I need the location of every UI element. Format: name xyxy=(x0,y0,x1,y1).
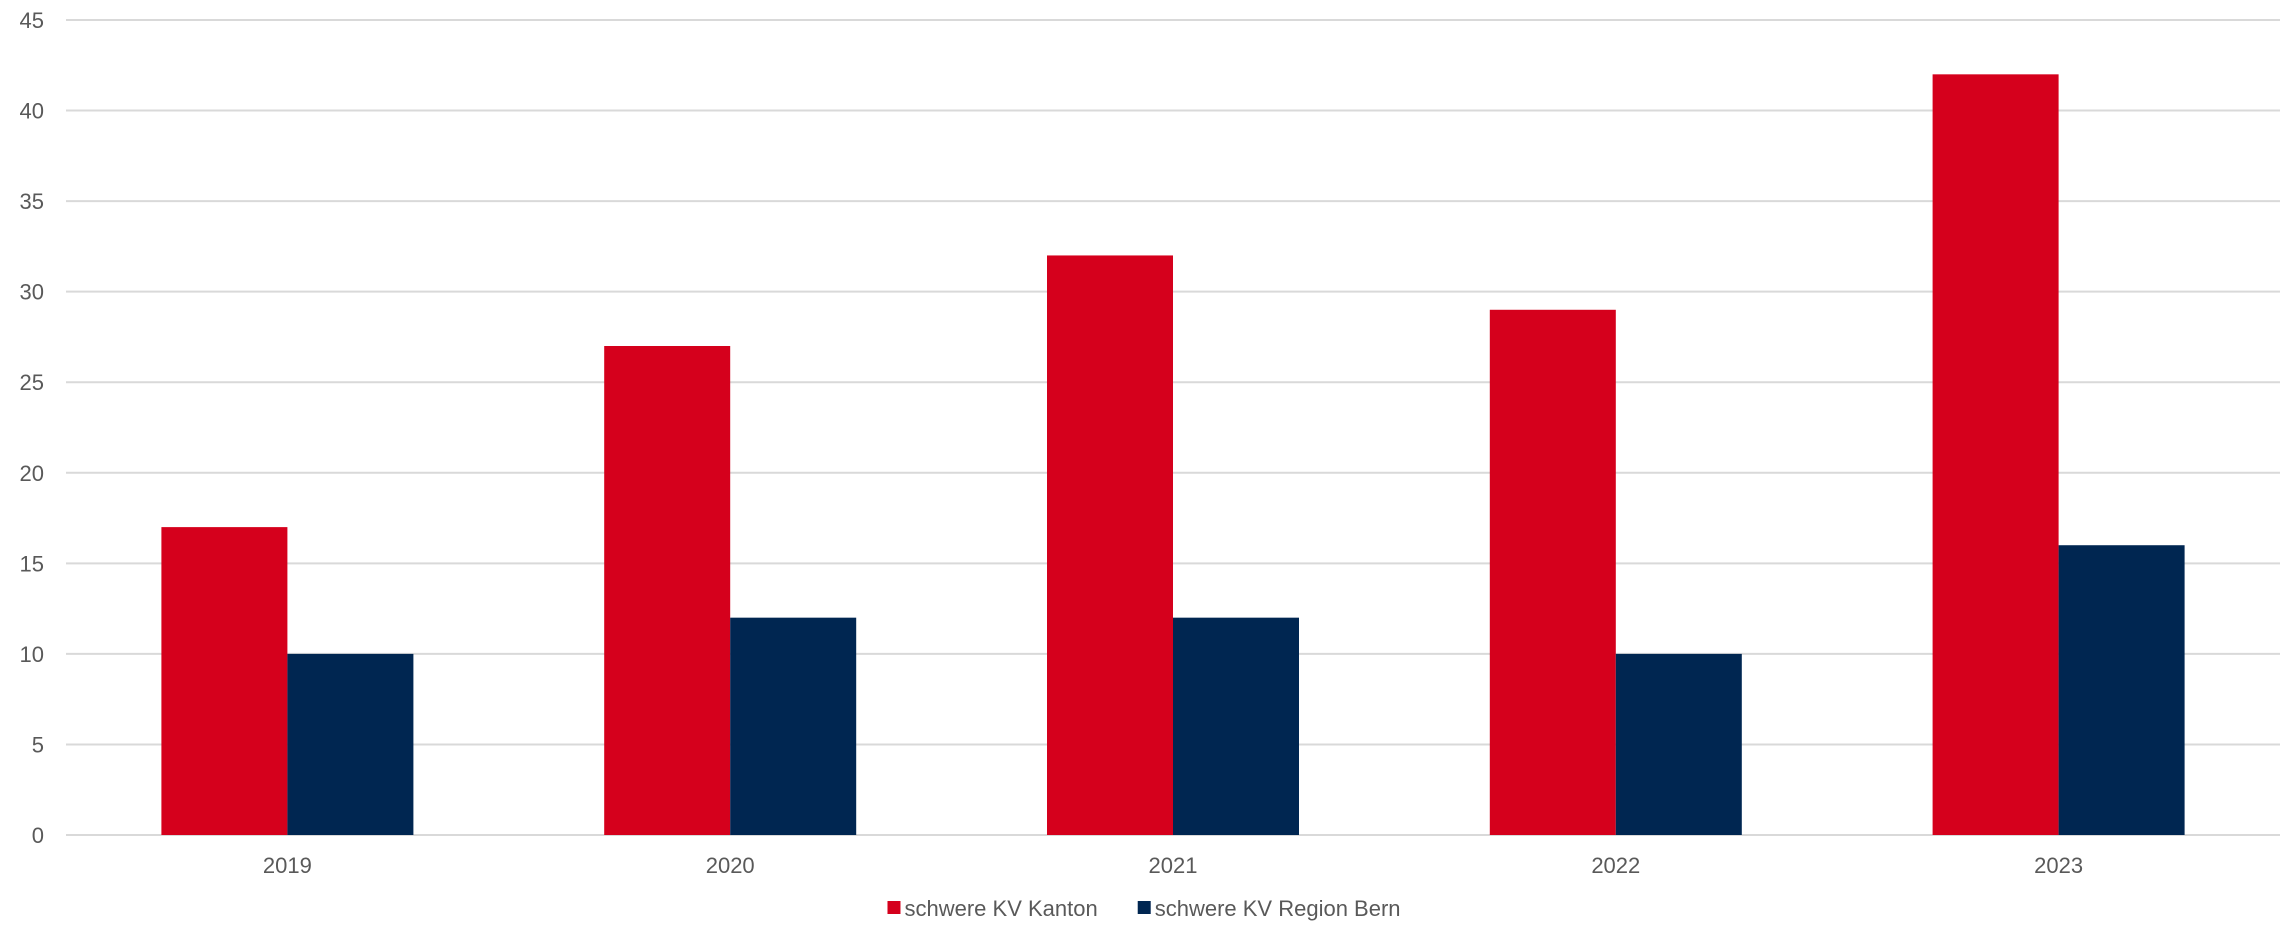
y-tick-label: 0 xyxy=(32,823,44,848)
x-tick-label: 2022 xyxy=(1591,853,1640,878)
legend-label: schwere KV Kanton xyxy=(904,896,1097,921)
legend-entry: schwere KV Kanton xyxy=(887,896,1098,921)
bar-schwere-kv-region-bern-2022 xyxy=(1615,653,1742,835)
bar-schwere-kv-region-bern-2021 xyxy=(1173,617,1299,835)
bar-schwere-kv-kanton-2023 xyxy=(1932,74,2059,836)
y-tick-label: 35 xyxy=(20,189,44,214)
legend: schwere KV Kanton schwere KV Region Bern xyxy=(887,896,1401,921)
bar-schwere-kv-region-bern-2023 xyxy=(2058,545,2185,835)
y-tick-label: 40 xyxy=(20,99,44,124)
bar-schwere-kv-region-bern-2020 xyxy=(730,617,857,835)
bar-schwere-kv-kanton-2020 xyxy=(604,346,731,835)
bar-schwere-kv-kanton-2022 xyxy=(1489,309,1616,835)
bars xyxy=(161,74,2185,836)
y-axis-tick-labels: 0 5 10 15 20 25 30 35 40 45 xyxy=(20,8,44,848)
y-tick-label: 5 xyxy=(32,732,44,757)
legend-swatch xyxy=(1137,901,1151,914)
legend-entry: schwere KV Region Bern xyxy=(1137,896,1401,921)
y-tick-label: 10 xyxy=(20,642,44,667)
y-tick-label: 25 xyxy=(20,370,44,395)
y-tick-label: 20 xyxy=(20,461,44,486)
bar-schwere-kv-region-bern-2019 xyxy=(287,653,414,835)
x-axis-tick-labels: 2019 2020 2021 2022 2023 xyxy=(263,853,2083,878)
x-tick-label: 2020 xyxy=(706,853,755,878)
x-tick-label: 2019 xyxy=(263,853,312,878)
bar-schwere-kv-kanton-2021 xyxy=(1047,255,1173,835)
y-tick-label: 30 xyxy=(20,280,44,305)
legend-swatch xyxy=(887,901,901,914)
x-tick-label: 2021 xyxy=(1149,853,1198,878)
x-tick-label: 2023 xyxy=(2034,853,2083,878)
y-tick-label: 15 xyxy=(20,551,44,576)
bar-schwere-kv-kanton-2019 xyxy=(161,527,288,835)
legend-label: schwere KV Region Bern xyxy=(1155,896,1401,921)
y-tick-label: 45 xyxy=(20,8,44,33)
